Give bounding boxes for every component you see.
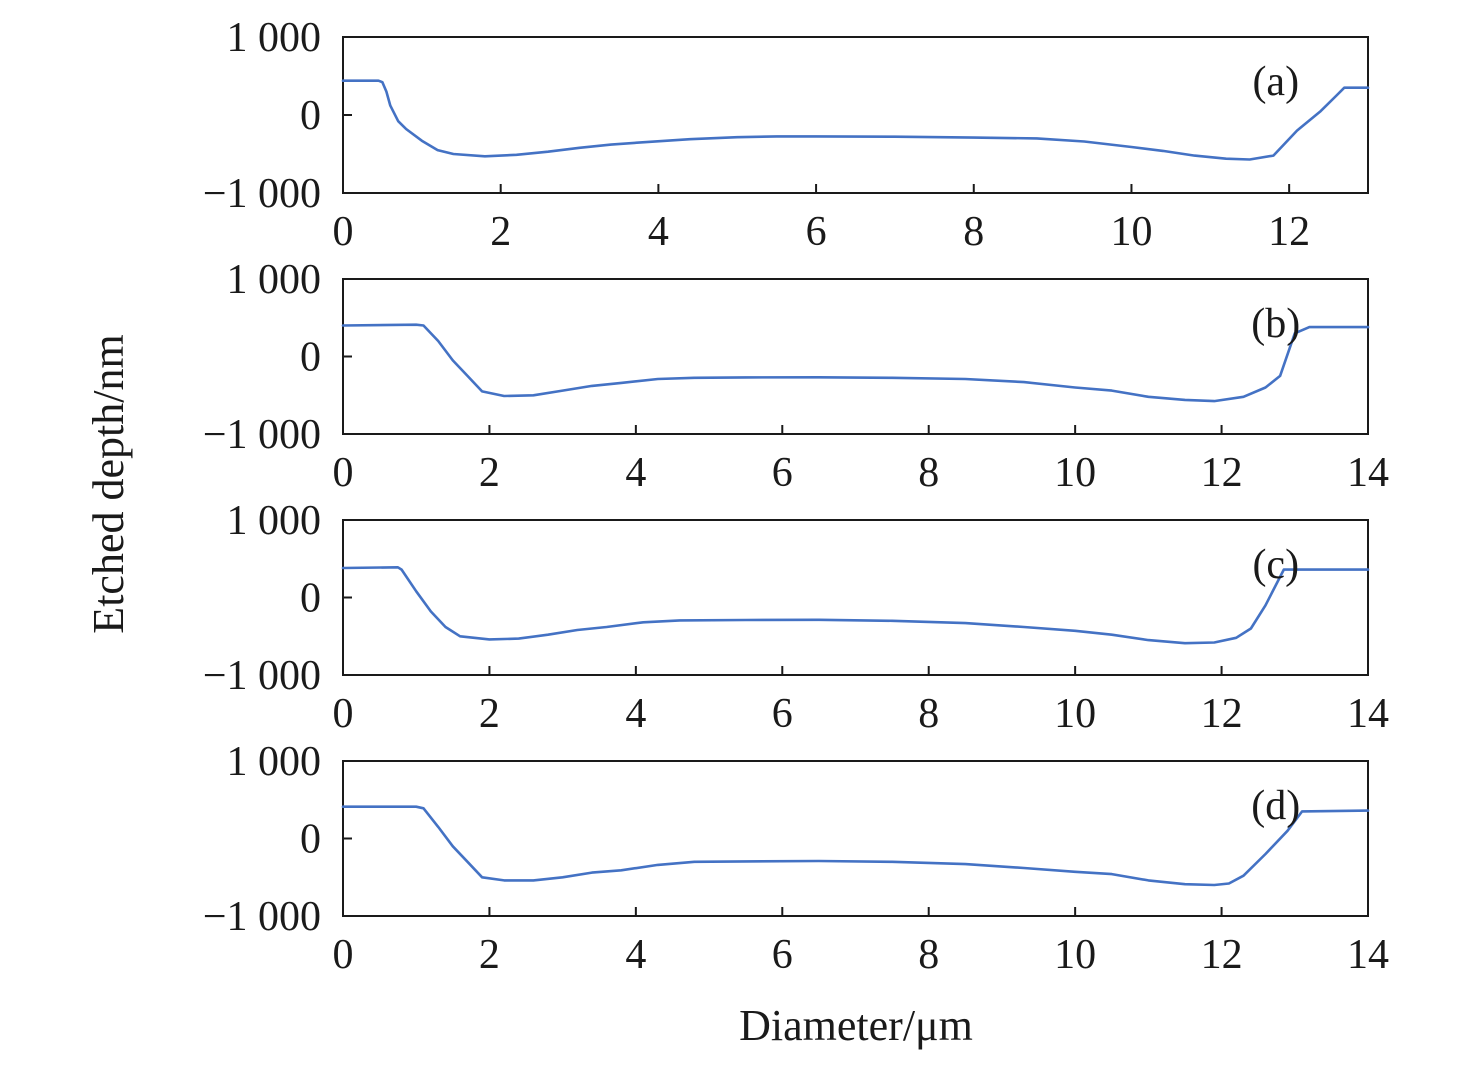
y-tick-label: 0 bbox=[300, 576, 321, 622]
x-tick-label: 14 bbox=[1347, 932, 1389, 978]
x-tick-label: 12 bbox=[1201, 932, 1243, 978]
x-tick-label: 6 bbox=[772, 932, 793, 978]
x-tick-label: 8 bbox=[963, 209, 984, 255]
plot-frame bbox=[342, 760, 1369, 917]
x-tick-label: 12 bbox=[1201, 691, 1243, 737]
x-tick-label: 2 bbox=[479, 932, 500, 978]
x-tick-label: 8 bbox=[918, 450, 939, 496]
x-tick-label: 4 bbox=[625, 932, 646, 978]
x-tick-label: 0 bbox=[333, 209, 354, 255]
chart-panel-4: 0 2 4 6 8 10 12 14 1 000 0 −1 000 (d) bbox=[203, 739, 1389, 978]
x-tick-label: 4 bbox=[648, 209, 669, 255]
chart-panel-1: 0 2 4 6 8 10 12 1 000 0 −1 000 (a) bbox=[203, 15, 1370, 255]
x-tick-label: 10 bbox=[1054, 450, 1096, 496]
chart-panel-3: 0 2 4 6 8 10 12 14 1 000 0 −1 000 (c) bbox=[203, 498, 1389, 737]
x-tick-label: 10 bbox=[1110, 209, 1152, 255]
panel-label: (c) bbox=[1252, 542, 1299, 588]
x-tick-label: 0 bbox=[333, 932, 354, 978]
plot-frame bbox=[342, 36, 1369, 194]
y-tick-label: −1 000 bbox=[203, 171, 321, 217]
x-tick-label: 2 bbox=[490, 209, 511, 255]
panel-label: (d) bbox=[1251, 783, 1300, 829]
x-tick-label: 6 bbox=[806, 209, 827, 255]
x-tick-label: 12 bbox=[1268, 209, 1310, 255]
series-line bbox=[341, 79, 1370, 161]
series-line bbox=[341, 805, 1370, 887]
x-tick-label: 2 bbox=[479, 450, 500, 496]
x-tick-label: 8 bbox=[918, 691, 939, 737]
x-tick-label: 0 bbox=[333, 450, 354, 496]
x-tick-label: 6 bbox=[772, 450, 793, 496]
x-tick-label: 14 bbox=[1347, 450, 1389, 496]
x-tick-label: 14 bbox=[1347, 691, 1389, 737]
x-axis-title: Diameter/μm bbox=[739, 1001, 973, 1050]
x-tick-label: 10 bbox=[1054, 691, 1096, 737]
y-tick-label: 1 000 bbox=[227, 15, 322, 61]
y-tick-label: −1 000 bbox=[203, 894, 321, 940]
y-tick-label: 0 bbox=[300, 817, 321, 863]
x-tick-label: 2 bbox=[479, 691, 500, 737]
x-tick-label: 4 bbox=[625, 450, 646, 496]
panel-label: (b) bbox=[1251, 301, 1300, 347]
y-tick-label: −1 000 bbox=[203, 412, 321, 458]
x-tick-label: 8 bbox=[918, 932, 939, 978]
series-line bbox=[341, 323, 1370, 403]
x-tick-label: 4 bbox=[625, 691, 646, 737]
y-tick-label: 1 000 bbox=[227, 739, 322, 785]
series-line bbox=[341, 566, 1370, 645]
x-tick-label: 0 bbox=[333, 691, 354, 737]
y-tick-label: 0 bbox=[300, 93, 321, 139]
y-tick-label: −1 000 bbox=[203, 653, 321, 699]
chart-panel-2: 0 2 4 6 8 10 12 14 1 000 0 −1 000 (b) bbox=[203, 257, 1389, 496]
x-tick-label: 12 bbox=[1201, 450, 1243, 496]
panel-label: (a) bbox=[1252, 59, 1299, 105]
plot-frame bbox=[342, 278, 1369, 435]
x-tick-label: 6 bbox=[772, 691, 793, 737]
y-axis-title: Etched depth/nm bbox=[84, 334, 133, 633]
y-tick-label: 0 bbox=[300, 335, 321, 381]
y-tick-label: 1 000 bbox=[227, 257, 322, 303]
plot-frame bbox=[342, 519, 1369, 676]
y-tick-label: 1 000 bbox=[227, 498, 322, 544]
x-tick-label: 10 bbox=[1054, 932, 1096, 978]
